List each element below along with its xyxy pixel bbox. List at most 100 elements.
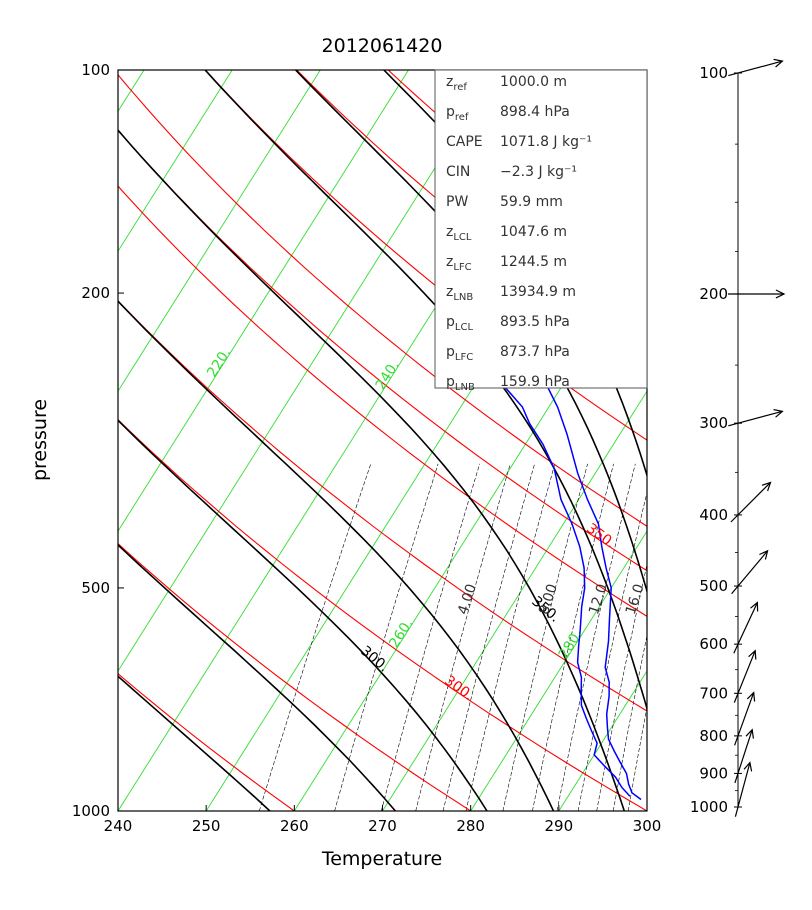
chart-title: 2012061420 xyxy=(322,35,443,57)
wind-tick-label: 1000 xyxy=(690,798,728,816)
wind-arrow xyxy=(734,729,753,784)
isotherm-line xyxy=(558,670,647,811)
x-tick-label: 270 xyxy=(368,817,397,835)
info-value: −2.3 J kg⁻¹ xyxy=(500,164,577,180)
moist-adiabat-line xyxy=(295,70,647,595)
wind-tick-label: 200 xyxy=(699,285,728,303)
wind-arrow xyxy=(733,650,756,703)
wind-tick-label: 900 xyxy=(699,764,728,782)
mixing-ratio-line xyxy=(502,463,588,811)
mixing-ratio-line xyxy=(381,463,480,811)
dry-adiabat-line xyxy=(204,70,647,441)
wind-tick-label: 700 xyxy=(699,684,728,702)
info-label: zLFC xyxy=(446,254,472,273)
wind-tick-label: 100 xyxy=(699,64,728,82)
wind-arrow xyxy=(733,602,758,654)
dry-adiabat-line xyxy=(296,70,647,359)
moist-adiabat-lines xyxy=(118,70,647,811)
wind-arrow xyxy=(728,410,783,427)
wind-arrow xyxy=(734,762,751,817)
isotherm-lines xyxy=(118,70,647,811)
x-axis-label: Temperature xyxy=(321,848,442,870)
mixing-ratio-line xyxy=(415,463,511,811)
mixing-ratio-line xyxy=(556,463,636,811)
info-label: PW xyxy=(446,194,468,210)
y-tick-label: 500 xyxy=(81,579,110,597)
x-tick-label: 290 xyxy=(545,817,574,835)
wind-arrow-head xyxy=(773,58,784,68)
moist-adiabat-line xyxy=(118,300,555,811)
dry-adiabat-line xyxy=(118,542,471,811)
info-value: 873.7 hPa xyxy=(500,344,570,360)
info-label: CAPE xyxy=(446,134,483,150)
isotherm-line xyxy=(293,250,647,811)
wind-arrow xyxy=(730,481,771,523)
x-tick-label: 260 xyxy=(280,817,309,835)
info-label: pref xyxy=(446,104,469,123)
moist-adiabat-line xyxy=(118,543,397,811)
info-value: 893.5 hPa xyxy=(500,314,570,330)
mixing-ratio-line xyxy=(577,491,647,811)
wind-arrow-head xyxy=(775,289,786,299)
isotherm-line xyxy=(118,70,233,253)
parcel-info-box: zref 1000.0 m pref 898.4 hPa CAPE 1071.8 J kg… xyxy=(434,69,648,393)
info-value: 1000.0 m xyxy=(500,74,567,90)
moist-adiabat-line xyxy=(204,70,647,712)
wind-arrow-head xyxy=(748,649,757,660)
axes: 240 250 260 270 280 290 300 100 200 500 1000 xyxy=(72,61,662,835)
wind-arrow-head xyxy=(750,601,759,612)
wind-arrow-head xyxy=(759,549,769,560)
info-label: zref xyxy=(446,74,467,93)
wind-tick-label: 500 xyxy=(699,577,728,595)
info-label: pLFC xyxy=(446,344,473,363)
x-tick-label: 240 xyxy=(104,817,133,835)
moist-adiabat-line xyxy=(118,419,488,811)
dry-adiabat-line xyxy=(118,672,295,811)
info-value: 898.4 hPa xyxy=(500,104,570,120)
isotherm-line xyxy=(470,530,647,811)
wind-tick-label: 300 xyxy=(699,414,728,432)
mixing-ratio-line xyxy=(627,705,647,811)
wind-arrow-head xyxy=(773,409,784,418)
y-tick-label: 100 xyxy=(81,61,110,79)
mixing-ratio-line xyxy=(259,463,372,811)
info-value: 59.9 mm xyxy=(500,194,563,210)
wind-tick-label: 600 xyxy=(699,635,728,653)
info-value: 1071.8 J kg⁻¹ xyxy=(500,134,592,150)
dry-adiabat-line xyxy=(118,185,647,617)
wind-tick-label: 400 xyxy=(699,506,728,524)
isotherm-line xyxy=(118,70,321,393)
dry-adiabat-line xyxy=(118,300,647,712)
info-value: 159.9 hPa xyxy=(500,374,570,390)
info-label: zLNB xyxy=(446,284,473,303)
info-value: 1244.5 m xyxy=(500,254,567,270)
wind-arrow xyxy=(734,692,755,746)
dry-adiabat-line xyxy=(118,73,647,527)
y-tick-label: 1000 xyxy=(72,802,110,820)
wind-arrow xyxy=(728,60,783,77)
dry-adiabat-line xyxy=(118,418,647,811)
wind-tick-label: 800 xyxy=(699,727,728,745)
y-axis-label: pressure xyxy=(29,399,51,481)
isotherm-line xyxy=(382,390,647,811)
y-tick-label: 200 xyxy=(81,284,110,302)
wind-arrow-head xyxy=(745,728,754,739)
moist-adiabat-line xyxy=(118,128,626,811)
x-tick-label: 280 xyxy=(456,817,485,835)
mixing-ratio-line xyxy=(465,463,556,811)
wind-arrow-head xyxy=(761,481,772,492)
mixing-ratio-line xyxy=(596,563,647,811)
wind-arrow-head xyxy=(743,761,753,772)
info-label: CIN xyxy=(446,164,470,180)
mixing-ratio-line xyxy=(532,463,614,811)
moist-adiabat-line xyxy=(118,675,271,811)
x-tick-label: 250 xyxy=(192,817,221,835)
wind-arrow xyxy=(731,550,769,595)
x-tick-label: 300 xyxy=(633,817,662,835)
info-box-frame xyxy=(434,69,648,389)
mixing-ratio-line xyxy=(613,634,647,811)
wind-arrow-head xyxy=(746,691,756,702)
wind-barb-panel: 100 200 300 400 500 600 700 800 900 1000 xyxy=(690,58,786,817)
